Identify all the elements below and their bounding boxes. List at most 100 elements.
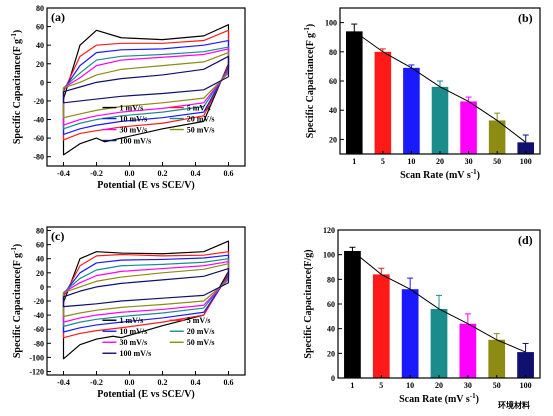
x-axis-label-superscript: -1 — [470, 392, 476, 400]
y-axis-label-close: ) — [12, 244, 23, 247]
x-axis-label-text: Scan Rate (mV s — [399, 394, 470, 405]
cv-panel-c: -0.4 -0.2 0.0 0.2 0.4 0.6-120-100-80-60-40-20… — [10, 226, 246, 400]
y-axis-label-superscript: -1 — [10, 247, 18, 253]
trend-line — [353, 30, 527, 143]
y-tick-label: 80 — [36, 227, 44, 236]
legend-label: 10 mV/s — [119, 115, 147, 124]
x-axis-label-close: ) — [477, 170, 480, 181]
legend-label: 1 mV/s — [119, 104, 143, 113]
y-tick-label: 0 — [40, 78, 44, 87]
bar-1 — [346, 31, 363, 154]
legend-label: 50 mV/s — [187, 338, 215, 347]
bar-5 — [372, 274, 390, 378]
y-tick-label: 20 — [36, 60, 44, 69]
cv-panel-a: -0.4 -0.2 0.0 0.2 0.4 0.6 -80 -60 -40 -20 0 20 40 60 8… — [10, 4, 246, 191]
legend: 1 mV/s 5 mV/s 10 mV/s 20 mV/s 30 mV/s 50 mV/s… — [102, 104, 215, 146]
x-tick-label: 10 — [406, 381, 414, 390]
y-tick-label: 120 — [323, 226, 335, 235]
legend-label: 50 mV/s — [187, 126, 215, 135]
y-tick-label: 60 — [36, 241, 44, 250]
y-axis-label-text: Specific Capacitance(F g — [12, 253, 23, 358]
x-tick-label: 100 — [520, 381, 532, 390]
y-tick-label: 40 — [327, 325, 335, 334]
y-tick-label: 80 — [329, 48, 337, 57]
cv-curve-10mVs — [62, 254, 230, 333]
y-tick-label: -20 — [33, 97, 44, 106]
x-tick-label: 5 — [379, 381, 383, 390]
legend-label: 5 mV/s — [187, 104, 211, 113]
bar-50 — [488, 120, 506, 154]
x-tick-label: -0.2 — [90, 378, 103, 387]
cv-curve-30mVs — [62, 48, 230, 126]
bar-5 — [374, 51, 392, 154]
x-tick-label: 0.0 — [125, 378, 135, 387]
legend-label: 1 mV/s — [119, 316, 143, 325]
x-tick-label: 0.6 — [224, 378, 234, 387]
y-tick-label: 40 — [36, 255, 44, 264]
y-tick-label: -60 — [33, 325, 44, 334]
x-tick-label: 30 — [465, 157, 473, 166]
legend-label: 100 mV/s — [119, 349, 151, 358]
x-axis-label-text: Scan Rate (mV s — [400, 170, 471, 181]
legend-label: 100 mV/s — [119, 137, 151, 146]
plot-frame — [46, 7, 246, 167]
y-axis-label-text: Specific Capacitance(F/g) — [303, 249, 314, 358]
x-tick-label: 50 — [493, 381, 501, 390]
bar-panel-d: 1 5 10 20 30 50 100 0 20 40 60 80 100 120 (d) Scan Rate… — [303, 226, 541, 405]
bar-30 — [459, 323, 477, 378]
y-tick-label: 100 — [323, 251, 335, 260]
legend: 1 mV/s 5 mV/s 10 mV/s 20 mV/s 30 mV/s 50 mV/s… — [102, 316, 215, 358]
y-axis-label-text: Specific Capacitance(F g — [305, 33, 316, 138]
cv-curve-50mVs — [62, 263, 230, 318]
bar-10 — [401, 289, 419, 378]
legend-label: 30 mV/s — [119, 126, 147, 135]
x-tick-label: 30 — [464, 381, 472, 390]
bar-30 — [460, 101, 477, 154]
bar-panel-b: 1 5 10 20 30 50 100 20 40 60 80 100 (b) Scan Rate (mV… — [303, 7, 541, 181]
panel-label: (a) — [51, 10, 65, 24]
y-axis-label-close: ) — [305, 24, 316, 27]
bar-50 — [488, 339, 506, 378]
panel-label: (b) — [518, 11, 533, 25]
y-axis-label: Specific Capacitance(F g-1) — [10, 244, 23, 358]
y-tick-label: 60 — [36, 23, 44, 32]
x-tick-label: 0.6 — [224, 169, 234, 178]
trend-line — [352, 250, 526, 353]
watermark-text: 环境材料 — [498, 400, 530, 410]
y-tick-label: 60 — [329, 77, 337, 86]
cv-curve-100mVs — [62, 267, 230, 308]
y-tick-label: -80 — [33, 153, 44, 162]
bar-20 — [431, 86, 449, 154]
x-axis-label: Scan Rate (mV s-1) — [399, 392, 479, 405]
y-tick-label: -40 — [33, 116, 44, 125]
panel-label: (d) — [518, 233, 533, 247]
y-axis-label: Specific Capacitance(F/g) — [303, 249, 314, 358]
y-axis-label-text: Specific Capacitance(F g — [12, 39, 23, 144]
cv-curve-10mVs — [62, 39, 230, 135]
y-tick-label: -60 — [33, 134, 44, 143]
y-tick-label: 20 — [329, 135, 337, 144]
x-tick-label: -0.2 — [90, 169, 103, 178]
cv-curve-100mVs — [62, 55, 230, 104]
y-tick-label: -20 — [33, 297, 44, 306]
y-tick-label: 80 — [36, 4, 44, 13]
x-tick-label: 50 — [493, 157, 501, 166]
x-tick-label: 0.2 — [158, 169, 168, 178]
x-tick-label: 0.2 — [158, 378, 168, 387]
bar-1 — [344, 250, 361, 378]
y-axis-label-superscript: -1 — [10, 33, 18, 39]
y-tick-label: 20 — [327, 349, 335, 358]
legend-label: 5 mV/s — [187, 316, 211, 325]
bar-100 — [517, 142, 534, 154]
x-tick-label: -0.4 — [57, 378, 70, 387]
x-tick-label: 0.0 — [125, 169, 135, 178]
y-tick-label: 40 — [36, 41, 44, 50]
y-tick-label: -40 — [33, 311, 44, 320]
cv-curve-20mVs — [62, 258, 230, 327]
x-tick-label: 20 — [436, 157, 444, 166]
y-tick-label: 40 — [329, 106, 337, 115]
legend-label: 30 mV/s — [119, 338, 147, 347]
cv-curve-50mVs — [62, 52, 230, 119]
y-tick-label: -100 — [29, 353, 44, 362]
